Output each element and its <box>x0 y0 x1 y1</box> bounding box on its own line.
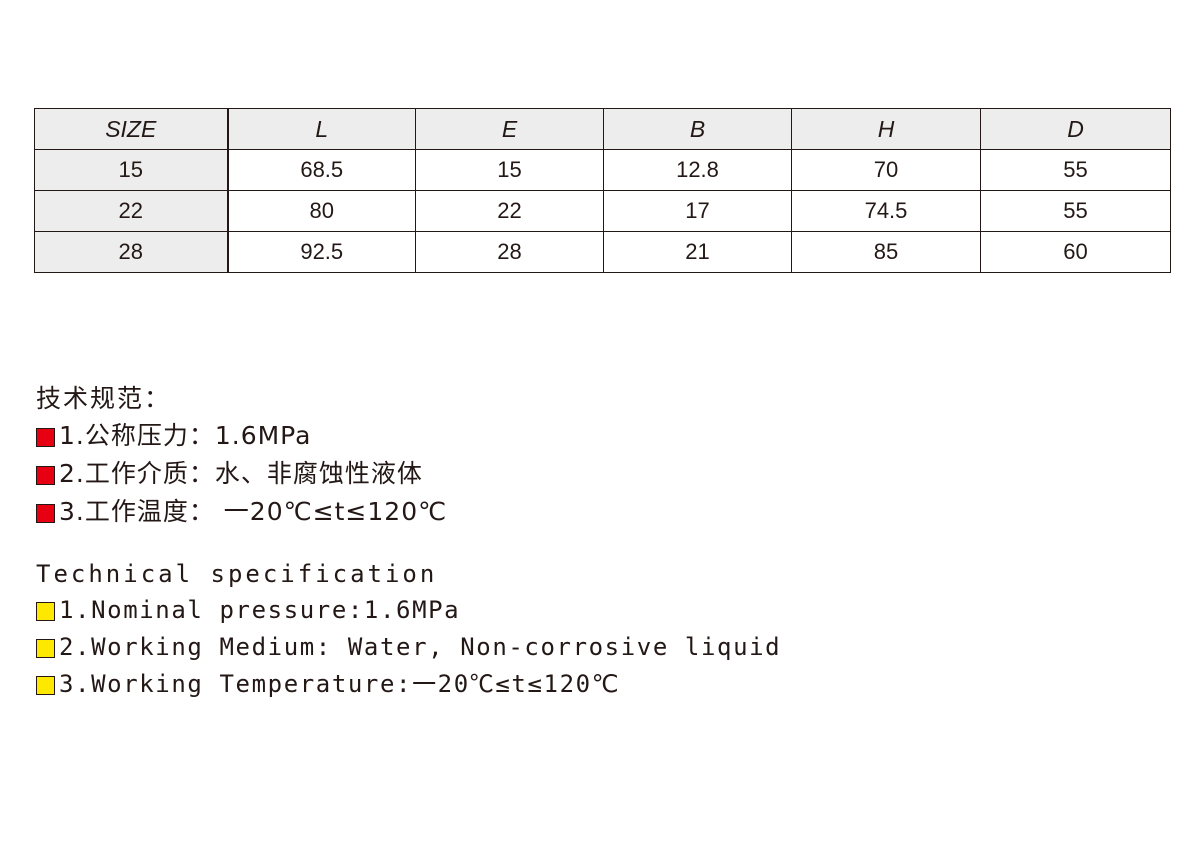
table-row: 22 80 22 17 74.5 55 <box>34 190 1171 232</box>
cell-e: 22 <box>415 190 604 232</box>
technical-specification-chinese: 技术规范： 1.公称压力：1.6MPa 2.工作介质：水、非腐蚀性液体 3.工作… <box>36 381 447 531</box>
technical-specification-english: Technical specification 1.Nominal pressu… <box>36 556 781 703</box>
cell-h: 70 <box>791 149 981 191</box>
spec-item-english-1: 1.Nominal pressure:1.6MPa <box>36 592 781 629</box>
cell-size: 15 <box>34 149 229 191</box>
spec-item-english-2: 2.Working Medium: Water, Non-corrosive l… <box>36 629 781 666</box>
column-header-size: SIZE <box>34 108 229 150</box>
spec-item-text: 3.Working Temperature:一20℃≤t≤120℃ <box>59 670 621 698</box>
spec-item-chinese-2: 2.工作介质：水、非腐蚀性液体 <box>36 455 447 493</box>
spec-item-text: 2.工作介质：水、非腐蚀性液体 <box>59 459 423 488</box>
column-header-e: E <box>415 108 604 150</box>
cell-l: 92.5 <box>227 231 416 273</box>
spec-item-text: 3.工作温度： 一20℃≤t≤120℃ <box>59 497 448 526</box>
spec-item-text: 2.Working Medium: Water, Non-corrosive l… <box>59 633 782 661</box>
red-square-bullet-icon <box>36 427 55 447</box>
cell-h: 74.5 <box>791 190 981 232</box>
cell-size: 22 <box>34 190 229 232</box>
spec-heading-english: Technical specification <box>36 560 438 588</box>
cell-l: 68.5 <box>227 149 416 191</box>
yellow-square-bullet-icon <box>36 676 55 695</box>
cell-b: 12.8 <box>603 149 792 191</box>
cell-d: 55 <box>980 190 1171 232</box>
cell-b: 17 <box>603 190 792 232</box>
cell-b: 21 <box>603 231 792 273</box>
cell-e: 15 <box>415 149 604 191</box>
column-header-h: H <box>791 108 981 150</box>
table-row: 15 68.5 15 12.8 70 55 <box>34 149 1171 191</box>
spec-item-chinese-1: 1.公称压力：1.6MPa <box>36 417 447 455</box>
spec-item-text: 1.公称压力：1.6MPa <box>59 421 312 450</box>
cell-l: 80 <box>227 190 416 232</box>
cell-e: 28 <box>415 231 604 273</box>
yellow-square-bullet-icon <box>36 602 55 621</box>
red-square-bullet-icon <box>36 503 55 523</box>
dimension-table: SIZE L E B H D 15 68.5 15 12.8 70 55 22 … <box>34 108 1171 273</box>
table-header-row: SIZE L E B H D <box>34 108 1171 150</box>
column-header-b: B <box>603 108 792 150</box>
cell-size: 28 <box>34 231 229 273</box>
column-header-l: L <box>227 108 416 150</box>
spec-item-chinese-3: 3.工作温度： 一20℃≤t≤120℃ <box>36 493 447 531</box>
spec-heading-chinese: 技术规范： <box>36 384 172 413</box>
cell-d: 55 <box>980 149 1171 191</box>
table-row: 28 92.5 28 21 85 60 <box>34 231 1171 273</box>
red-square-bullet-icon <box>36 465 55 485</box>
spec-item-text: 1.Nominal pressure:1.6MPa <box>59 596 461 624</box>
column-header-d: D <box>980 108 1171 150</box>
yellow-square-bullet-icon <box>36 639 55 658</box>
cell-h: 85 <box>791 231 981 273</box>
spec-item-english-3: 3.Working Temperature:一20℃≤t≤120℃ <box>36 666 781 703</box>
cell-d: 60 <box>980 231 1171 273</box>
